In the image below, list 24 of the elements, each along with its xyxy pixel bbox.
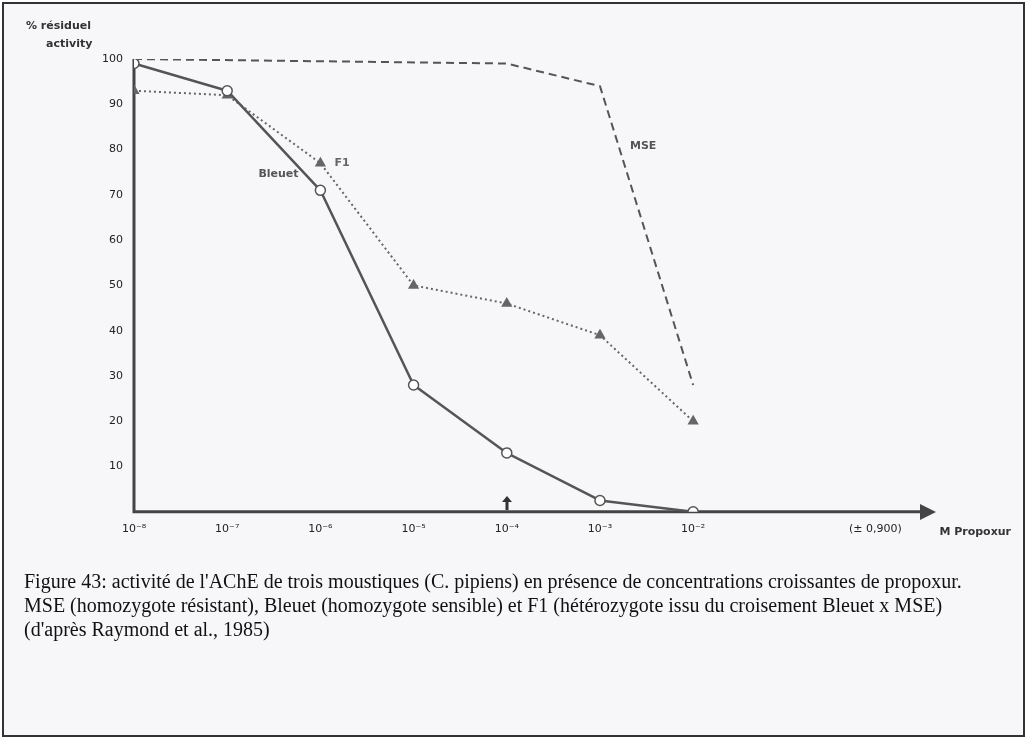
- x-axis-title: M Propoxur: [939, 524, 1012, 538]
- y-tick-label: 70: [109, 187, 123, 201]
- y-tick-label: 50: [109, 278, 123, 292]
- y-tick-label: 30: [109, 368, 123, 382]
- y-tick-label: 40: [109, 323, 123, 337]
- x-tick-label: 10⁻⁶: [308, 522, 334, 536]
- y-axis-title: % résiduel activity: [26, 19, 93, 50]
- x-tick-label: 10⁻³: [587, 522, 613, 536]
- y-tick-label: 90: [109, 97, 123, 111]
- series-label: Bleuet: [258, 167, 299, 181]
- x-tick-label: 10⁻²: [681, 522, 706, 536]
- y-tick-label: 20: [109, 414, 123, 428]
- y-tick-label: 60: [109, 232, 123, 246]
- series-label: F1: [334, 156, 350, 169]
- y-tick-label: 10: [109, 459, 123, 473]
- x-tick-label: 10⁻⁷: [215, 522, 240, 536]
- x-tick-label: (± 0,900): [848, 522, 902, 536]
- x-tick-label: 10⁻⁵: [401, 522, 426, 536]
- series-label: MSE: [629, 139, 657, 153]
- y-tick-label: 100: [102, 51, 123, 65]
- caption: Figure 43: activité de l'AChE de trois moustiques (C. pipiens) en présence de concentrations croissantes de propoxur. MSE (homozygote résistant), Bleuet (homozygote sensible) et F1 (hétérozygote issu du croisement Bleuet x MSE) (d'après Raymond et al., 1985): [24, 569, 963, 641]
- x-tick-label: 10⁻⁴: [494, 522, 520, 536]
- x-tick-label: 10⁻⁸: [121, 522, 147, 536]
- y-tick-label: 80: [109, 142, 123, 156]
